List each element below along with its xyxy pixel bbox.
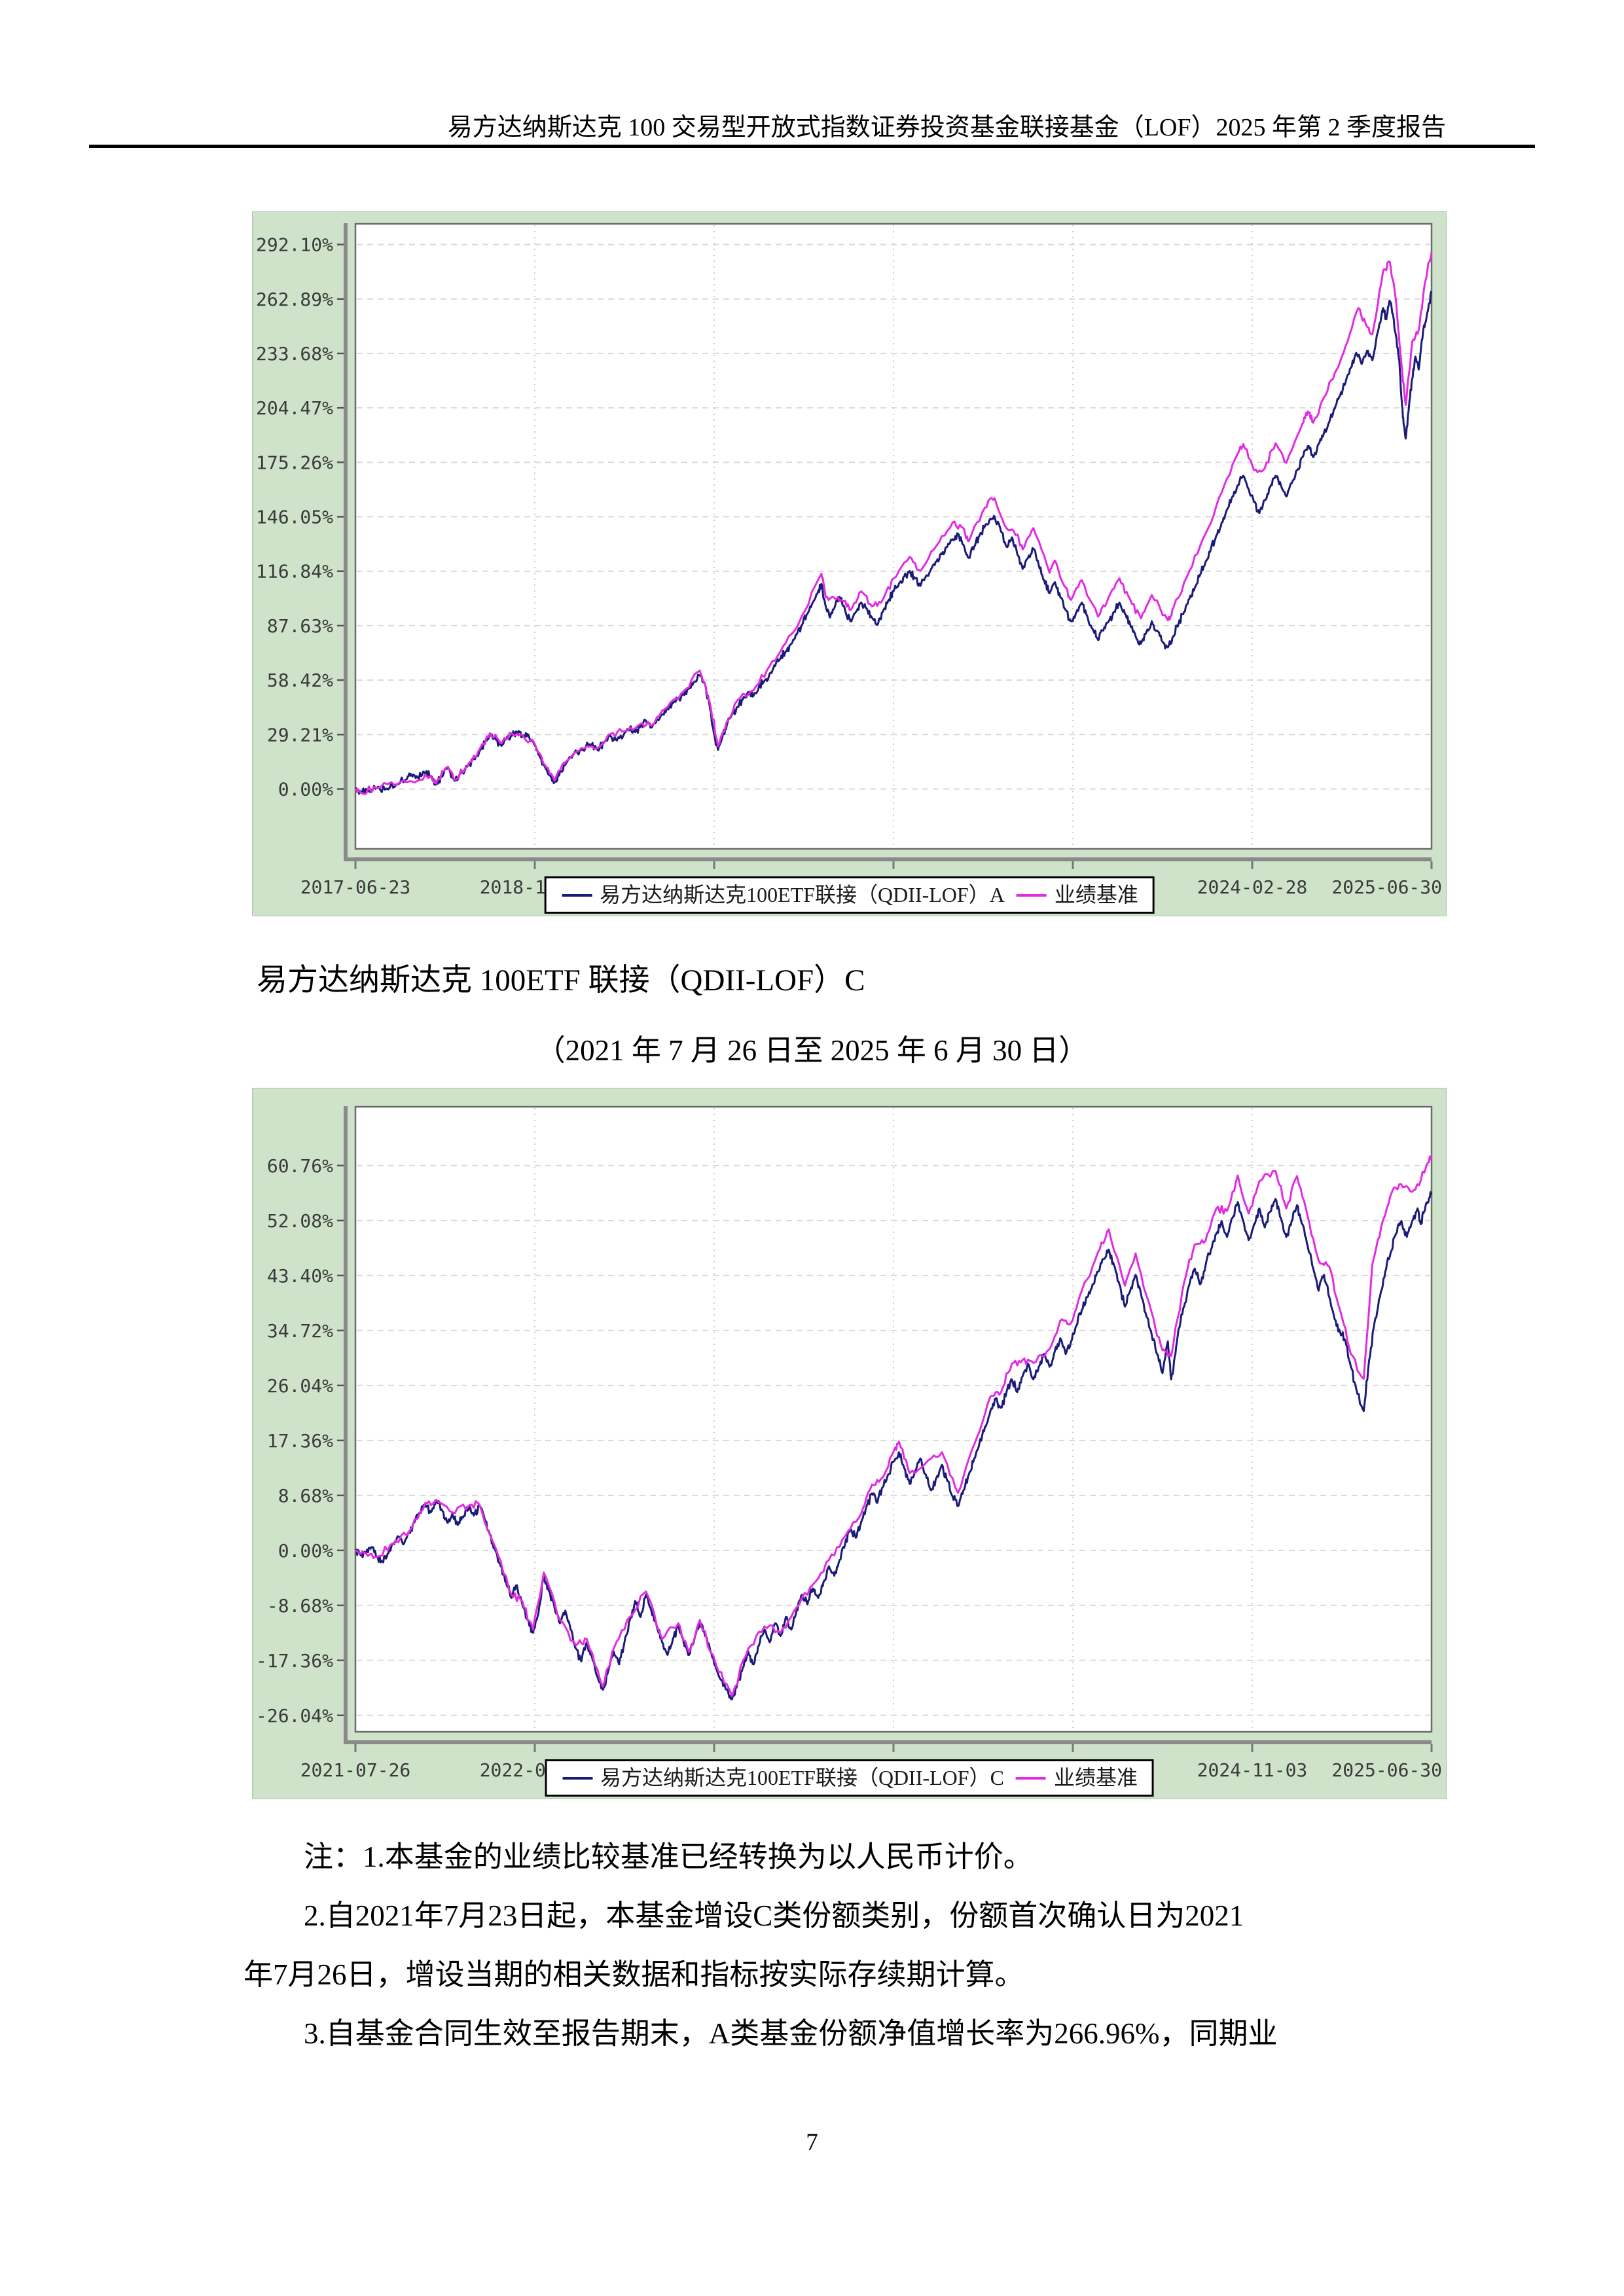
x-tick-label: 2024-11-03 [1197,1759,1308,1781]
y-tick-label: -17.36% [256,1650,333,1672]
y-tick-label: 146.05% [256,507,333,528]
benchmark-series-line [355,1155,1433,1697]
y-axis-bar [344,223,348,861]
y-tick-label: 204.47% [256,397,333,419]
header-rule [89,145,1535,148]
fund-a-legend-label: 易方达纳斯达克100ETF联接（QDII-LOF）A [600,883,1005,907]
section-subtitle-date-range: （2021 年 7 月 26 日至 2025 年 6 月 30 日） [535,1034,1089,1067]
y-tick-label: 43.40% [267,1265,333,1287]
y-tick-label: 8.68% [278,1485,333,1507]
benchmark-a-legend-label: 业绩基准 [1054,883,1138,907]
benchmark-c-line-swatch [1015,1776,1046,1780]
y-axis-bar [344,1106,348,1744]
section-title-fund-c: 易方达纳斯达克 100ETF 联接（QDII-LOF）C [257,963,865,997]
y-tick-label: 29.21% [267,724,333,745]
x-tick-label: 2017-06-23 [300,876,411,898]
plot-area [354,1105,1433,1733]
fund-series-line [355,1191,1433,1700]
plot-area [354,223,1433,850]
x-tick-label: 2021-07-26 [300,1759,411,1781]
report-header-title: 易方达纳斯达克 100 交易型开放式指数证券投资基金联接基金（LOF）2025 … [447,114,1446,141]
note-line-3: 年7月26日，增设当期的相关数据和指标按实际存续期计算。 [244,1958,1024,1991]
y-tick-label: 116.84% [256,561,333,583]
y-tick-label: 52.08% [267,1210,333,1232]
chart-c-panel: 2021-07-262022-03-232022-11-172023-07-14… [252,1088,1447,1799]
y-tick-label: 58.42% [267,670,333,691]
page-number: 7 [806,2129,818,2156]
x-axis-bar [344,857,1432,861]
fund-c-legend-label: 易方达纳斯达克100ETF联接（QDII-LOF）C [600,1766,1004,1790]
benchmark-c-legend-label: 业绩基准 [1053,1766,1138,1790]
y-tick-label: 233.68% [256,343,333,365]
x-tick-label: 2025-06-30 [1331,1759,1442,1781]
note-line-2: 2.自2021年7月23日起，本基金增设C类份额类别，份额首次确认日为2021 [304,1899,1244,1932]
y-tick-label: 34.72% [267,1320,333,1342]
benchmark-series-line [355,252,1433,795]
y-tick-label: -8.68% [267,1595,333,1617]
y-tick-label: 17.36% [267,1430,333,1452]
y-tick-label: 0.00% [278,1540,333,1562]
y-tick-label: 0.00% [278,778,333,800]
chart-a-panel: 2017-06-232018-10-252020-02-252021-06-27… [252,211,1447,916]
chart-a-plot: 2017-06-232018-10-252020-02-252021-06-27… [256,223,1442,898]
chart-c-plot: 2021-07-262022-03-232022-11-172023-07-14… [256,1105,1442,1781]
y-tick-label: 175.26% [256,452,333,473]
y-tick-label: 26.04% [267,1375,333,1397]
note-line-4: 3.自基金合同生效至报告期末，A类基金份额净值增长率为266.96%，同期业 [304,2017,1278,2050]
x-tick-label: 2024-02-28 [1197,876,1308,898]
y-tick-label: 87.63% [267,615,333,637]
fund-series-line [355,291,1433,795]
y-tick-label: -26.04% [256,1705,333,1727]
x-axis-bar [344,1740,1432,1744]
y-tick-label: 292.10% [256,234,333,256]
chart-c-legend: 易方达纳斯达克100ETF联接（QDII-LOF）C 业绩基准 [545,1759,1154,1797]
fund-c-line-swatch [562,1776,593,1780]
x-tick-label: 2025-06-30 [1331,876,1442,898]
chart-a-legend: 易方达纳斯达克100ETF联接（QDII-LOF）A 业绩基准 [544,876,1155,914]
benchmark-a-line-swatch [1016,893,1047,897]
y-tick-label: 60.76% [267,1155,333,1177]
y-tick-label: 262.89% [256,289,333,310]
fund-a-line-swatch [562,893,592,897]
note-line-1: 注：1.本基金的业绩比较基准已经转换为以人民币计价。 [304,1840,1033,1873]
